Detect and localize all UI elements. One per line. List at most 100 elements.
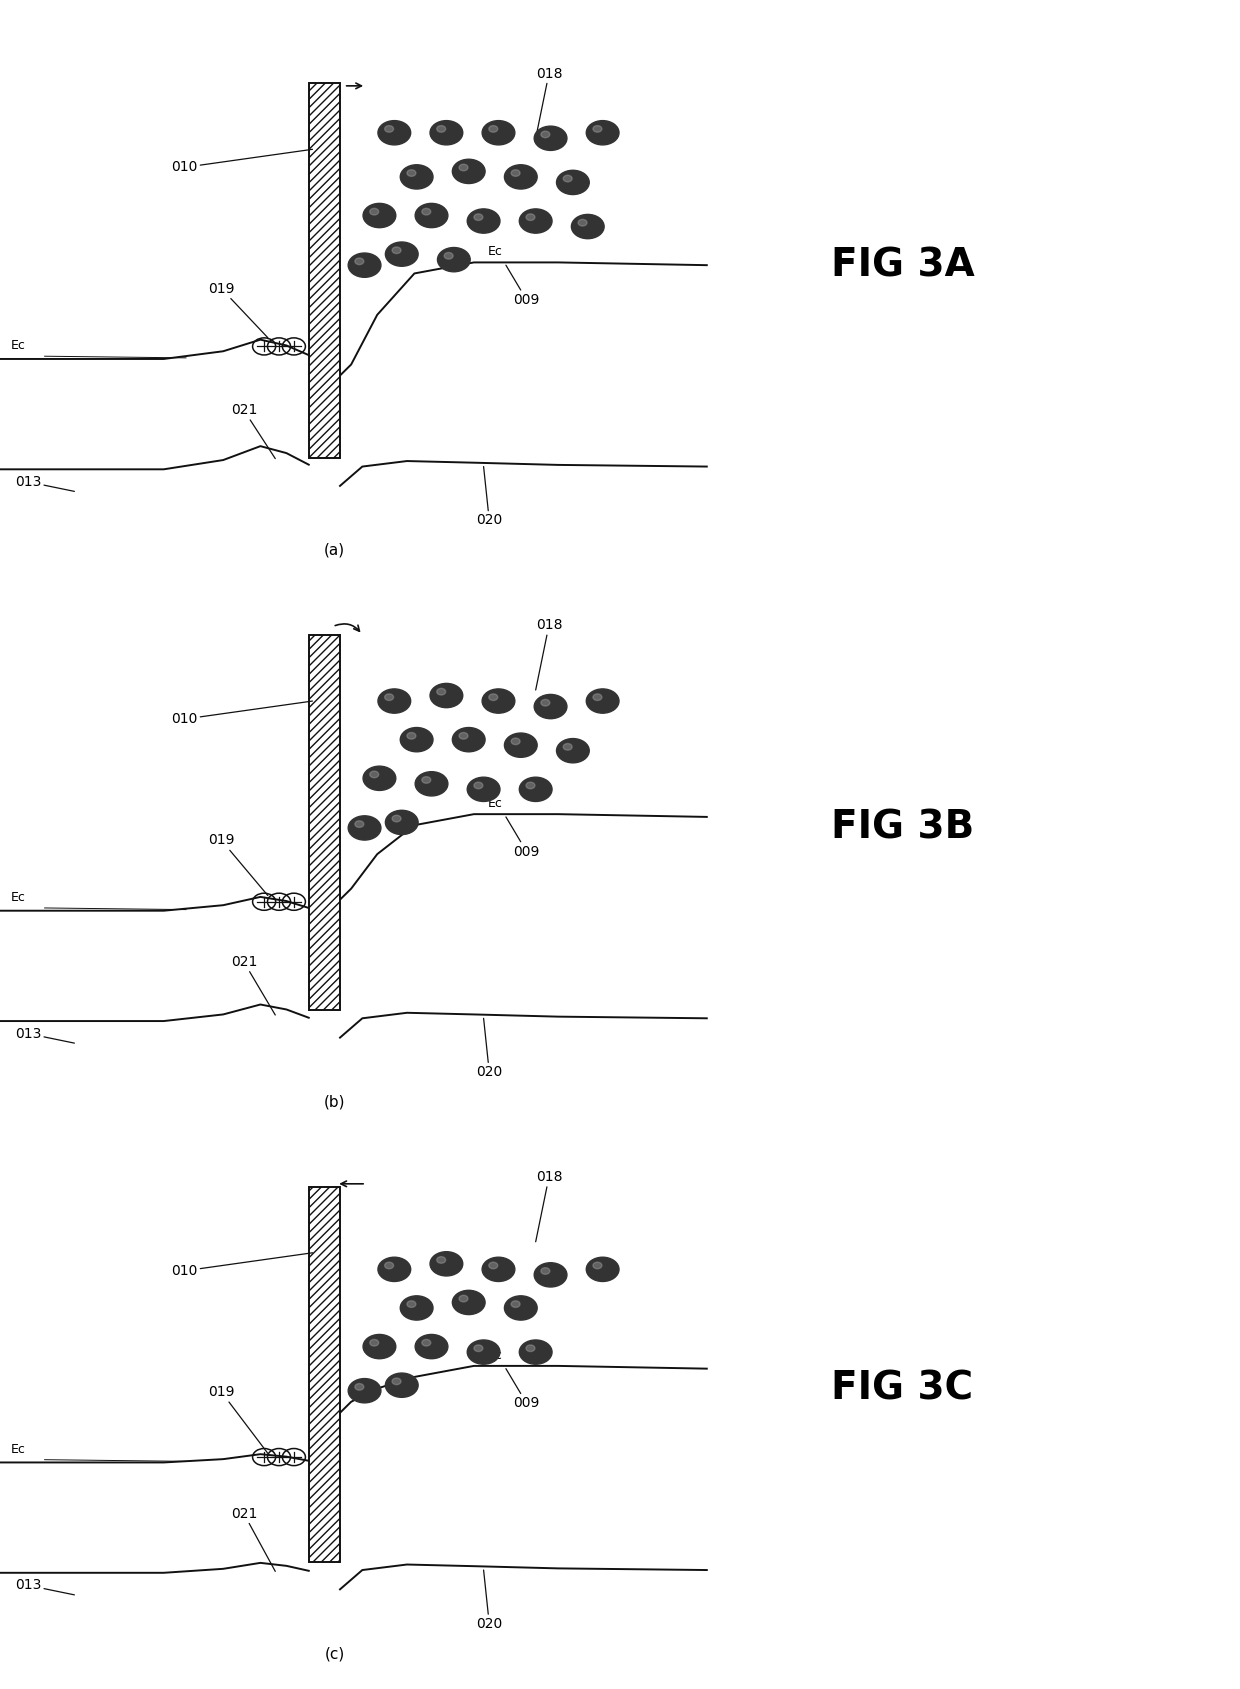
Circle shape — [415, 772, 448, 796]
Circle shape — [557, 171, 589, 194]
Text: 021: 021 — [231, 954, 275, 1015]
Text: 010: 010 — [171, 701, 312, 726]
Circle shape — [578, 220, 587, 226]
Circle shape — [348, 253, 381, 277]
Circle shape — [430, 1252, 463, 1275]
Circle shape — [370, 772, 378, 777]
Circle shape — [384, 125, 393, 132]
Circle shape — [587, 689, 619, 713]
Text: 020: 020 — [476, 1018, 502, 1079]
Circle shape — [370, 1339, 378, 1346]
Circle shape — [444, 252, 453, 258]
Text: 019: 019 — [208, 1385, 268, 1453]
Circle shape — [467, 777, 500, 802]
Circle shape — [474, 215, 482, 221]
Circle shape — [355, 258, 363, 265]
Circle shape — [392, 247, 401, 253]
Circle shape — [593, 1262, 601, 1268]
Text: Ec: Ec — [487, 797, 502, 811]
Circle shape — [520, 209, 552, 233]
Circle shape — [401, 1295, 433, 1321]
Circle shape — [407, 733, 415, 740]
Circle shape — [587, 120, 619, 145]
Circle shape — [392, 1378, 401, 1385]
Circle shape — [363, 203, 396, 228]
Circle shape — [489, 694, 497, 701]
Circle shape — [489, 125, 497, 132]
Circle shape — [534, 127, 567, 150]
Circle shape — [386, 1373, 418, 1397]
Circle shape — [378, 1257, 410, 1282]
Bar — [309, 635, 340, 1010]
Circle shape — [511, 169, 520, 176]
Circle shape — [378, 689, 410, 713]
Circle shape — [505, 733, 537, 757]
Text: Ec: Ec — [11, 1442, 26, 1456]
Circle shape — [422, 1339, 430, 1346]
Circle shape — [587, 1257, 619, 1282]
Text: 010: 010 — [171, 149, 312, 174]
Circle shape — [467, 209, 500, 233]
Circle shape — [453, 1290, 485, 1314]
Text: 009: 009 — [506, 265, 539, 307]
Circle shape — [541, 1268, 549, 1274]
Circle shape — [541, 699, 549, 706]
Circle shape — [363, 767, 396, 790]
Text: FIG 3C: FIG 3C — [831, 1370, 973, 1407]
Circle shape — [482, 120, 515, 145]
Circle shape — [489, 1262, 497, 1268]
Text: Ec: Ec — [487, 245, 502, 258]
Circle shape — [593, 694, 601, 701]
Circle shape — [534, 1263, 567, 1287]
Text: Ec: Ec — [11, 339, 26, 351]
Circle shape — [526, 782, 534, 789]
Circle shape — [520, 777, 552, 802]
Circle shape — [384, 694, 393, 701]
Circle shape — [505, 1295, 537, 1321]
Circle shape — [534, 694, 567, 720]
Text: Ec: Ec — [487, 1350, 502, 1361]
Circle shape — [430, 120, 463, 145]
Text: 019: 019 — [208, 282, 268, 338]
Bar — [309, 1187, 340, 1562]
Circle shape — [526, 1344, 534, 1351]
Text: 021: 021 — [231, 404, 275, 459]
Text: 009: 009 — [506, 817, 539, 858]
Circle shape — [459, 164, 467, 171]
Circle shape — [438, 248, 470, 272]
Circle shape — [430, 684, 463, 708]
Circle shape — [453, 728, 485, 752]
Circle shape — [415, 203, 448, 228]
Circle shape — [422, 777, 430, 784]
Text: FIG 3B: FIG 3B — [831, 809, 975, 846]
Text: 018: 018 — [536, 618, 562, 691]
Circle shape — [467, 1339, 500, 1365]
Text: FIG 3A: FIG 3A — [831, 247, 975, 284]
Text: 010: 010 — [171, 1253, 312, 1279]
Circle shape — [557, 738, 589, 763]
Circle shape — [572, 215, 604, 238]
Circle shape — [401, 728, 433, 752]
Text: 020: 020 — [476, 466, 502, 527]
Circle shape — [401, 166, 433, 189]
Circle shape — [348, 1378, 381, 1404]
Circle shape — [436, 125, 445, 132]
Circle shape — [563, 176, 572, 182]
Circle shape — [511, 1301, 520, 1307]
Text: 018: 018 — [536, 66, 562, 138]
Circle shape — [355, 821, 363, 828]
Circle shape — [386, 811, 418, 834]
Circle shape — [593, 125, 601, 132]
Text: (b): (b) — [324, 1094, 346, 1110]
Circle shape — [355, 1383, 363, 1390]
Circle shape — [511, 738, 520, 745]
Circle shape — [392, 816, 401, 823]
Circle shape — [436, 689, 445, 694]
Text: 009: 009 — [506, 1368, 539, 1410]
Text: 018: 018 — [536, 1170, 562, 1241]
Circle shape — [474, 1344, 482, 1351]
Circle shape — [541, 132, 549, 138]
Circle shape — [459, 733, 467, 740]
Circle shape — [422, 208, 430, 215]
Circle shape — [453, 159, 485, 184]
